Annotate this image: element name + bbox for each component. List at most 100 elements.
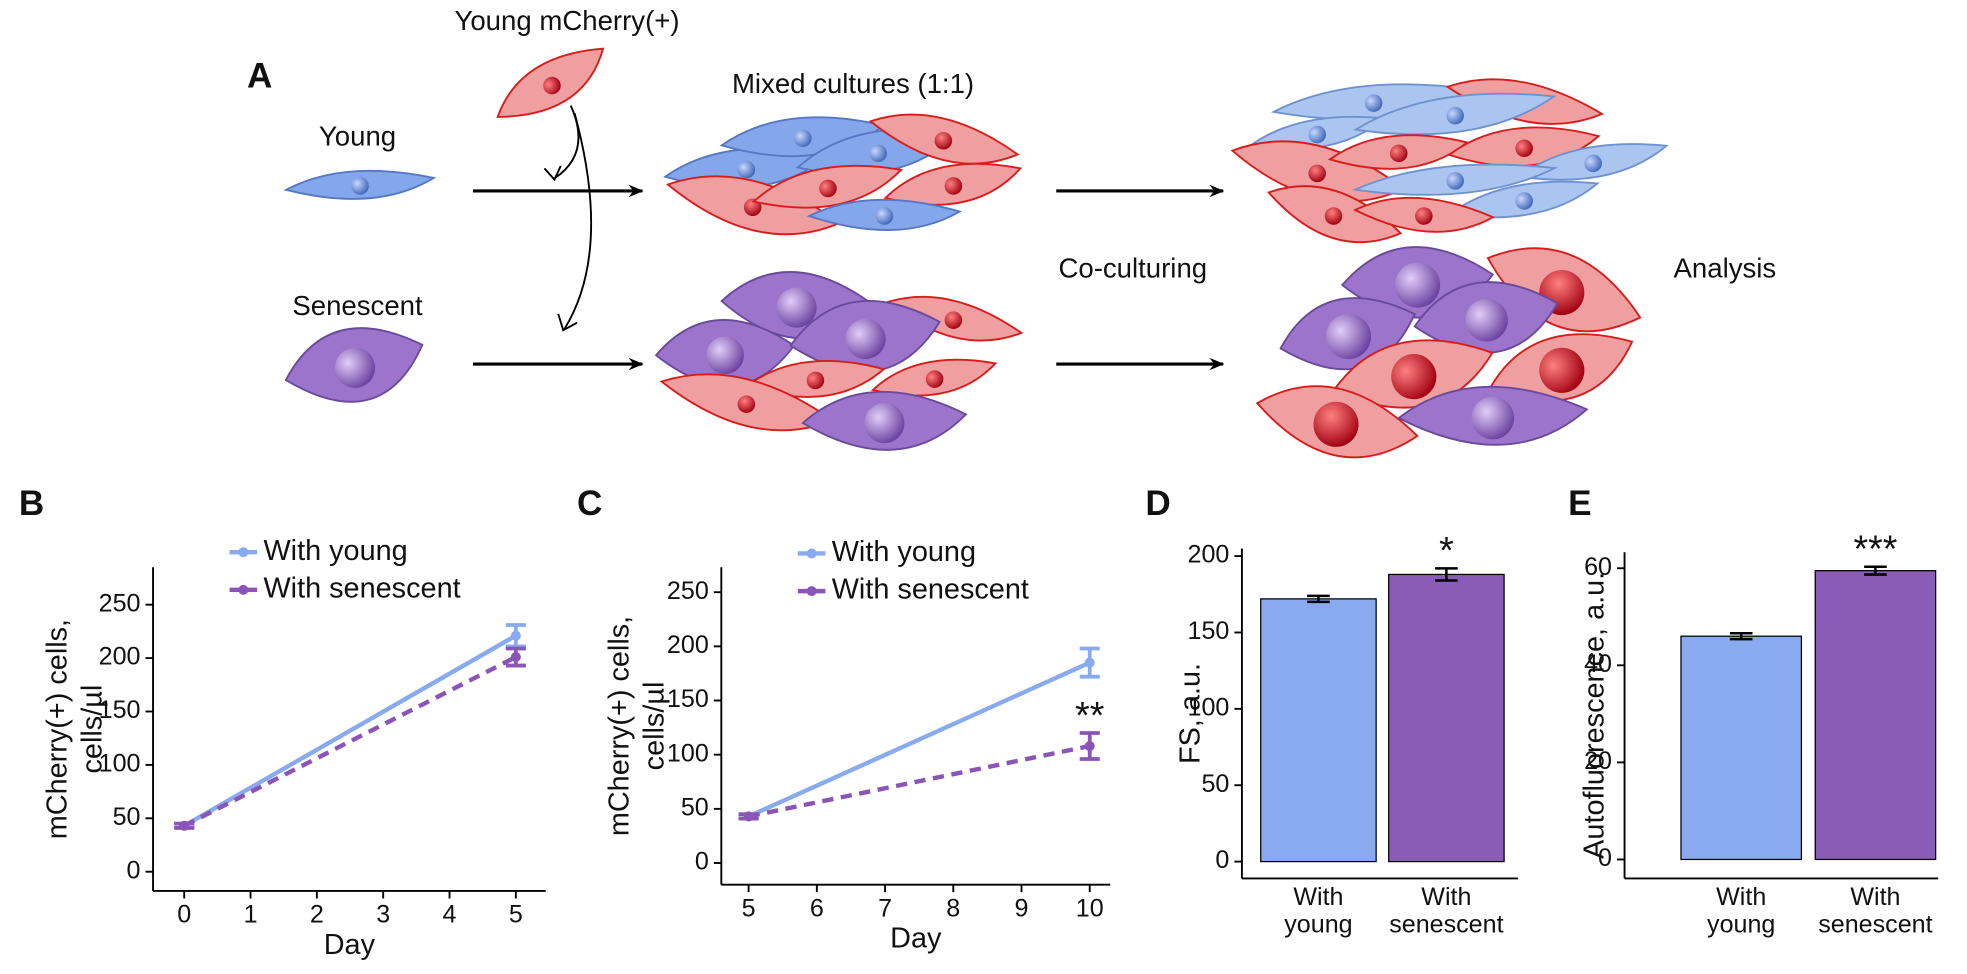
- cell: [496, 47, 605, 118]
- nucleus: [737, 395, 756, 413]
- arrows: [472, 105, 1225, 371]
- y-tick-label: 40: [1584, 650, 1612, 678]
- nucleus: [1394, 262, 1441, 308]
- nucleus: [794, 129, 812, 148]
- x-tick-label: 1: [244, 901, 258, 929]
- cell: [1267, 185, 1403, 244]
- y-tick-label: 150: [1188, 617, 1230, 645]
- cell: [801, 390, 968, 451]
- nucleus: [1308, 125, 1326, 144]
- cell: [1352, 196, 1496, 233]
- x-tick-label: 3: [376, 901, 390, 929]
- point: [179, 820, 190, 831]
- cell: [806, 198, 963, 231]
- cell: [284, 327, 424, 403]
- nucleus: [1584, 154, 1602, 173]
- x-tick-label: 2: [310, 901, 324, 929]
- point: [510, 651, 521, 663]
- y-axis-label: cells/µl: [77, 685, 109, 774]
- nucleus: [1308, 164, 1326, 183]
- legend-marker: [238, 584, 249, 595]
- y-tick-label: 0: [1598, 844, 1612, 872]
- y-tick-label: 50: [681, 793, 709, 821]
- error-bar: [1307, 594, 1330, 604]
- cell: [744, 360, 886, 398]
- legend-label: With young: [263, 535, 407, 567]
- series-line: [183, 655, 517, 828]
- y-tick-label: 20: [1584, 747, 1612, 775]
- y-tick-label: 150: [667, 685, 709, 713]
- bar: [1814, 570, 1937, 861]
- x-axis-label: Day: [324, 929, 376, 961]
- nucleus: [1471, 396, 1515, 440]
- series-line: [747, 660, 1091, 819]
- nucleus: [806, 371, 825, 390]
- nucleus: [1446, 172, 1464, 190]
- significance: *: [1439, 529, 1454, 571]
- nucleus: [1313, 401, 1359, 447]
- nucleus: [934, 131, 953, 150]
- x-tick-label: 10: [1076, 894, 1104, 922]
- y-axis-label: mCherry(+) cells,: [42, 619, 74, 839]
- legend-label: With young: [832, 536, 976, 568]
- y-tick-label: 200: [1188, 541, 1230, 569]
- x-tick-label: With: [1421, 883, 1471, 911]
- cell: [1353, 92, 1557, 136]
- y-tick-label: 100: [667, 739, 709, 767]
- y-tick-label: 50: [1201, 770, 1229, 798]
- nucleus: [1389, 144, 1408, 163]
- nucleus: [864, 402, 905, 444]
- y-tick-label: 250: [99, 589, 141, 617]
- y-tick-label: 100: [1188, 693, 1230, 721]
- cell: [751, 164, 904, 209]
- x-tick-label: 6: [810, 894, 824, 922]
- x-tick-label: young: [1284, 911, 1352, 939]
- y-axis-label: cells/µl: [639, 682, 671, 771]
- diagram-label: Mixed cultures (1:1): [732, 68, 974, 99]
- nucleus: [1515, 139, 1533, 158]
- nucleus: [334, 347, 376, 388]
- x-axis-label: Day: [890, 922, 942, 954]
- bar: [1388, 573, 1505, 863]
- bar: [1260, 598, 1377, 863]
- y-tick-label: 100: [99, 750, 141, 778]
- cell: [789, 300, 941, 373]
- x-tick-label: With: [1293, 883, 1343, 911]
- x-tick-label: With: [1716, 883, 1766, 911]
- nucleus: [819, 179, 837, 198]
- panel-label: A: [247, 56, 272, 95]
- y-tick-label: 0: [695, 848, 709, 876]
- nucleus: [1324, 207, 1343, 225]
- cell: [1413, 281, 1559, 354]
- nucleus: [737, 160, 756, 179]
- nucleus: [1364, 94, 1383, 112]
- y-axis-label: FS, a.u.: [1174, 663, 1206, 764]
- x-tick-label: 5: [742, 894, 756, 922]
- legend-label: With senescent: [263, 572, 460, 604]
- point: [743, 811, 754, 822]
- nucleus: [1515, 192, 1533, 210]
- y-tick-label: 200: [667, 631, 709, 659]
- cell: [1255, 385, 1419, 459]
- diagram-label: Analysis: [1674, 252, 1777, 283]
- nucleus: [543, 76, 561, 95]
- y-tick-label: 200: [99, 643, 141, 671]
- nucleus: [1325, 313, 1372, 360]
- cell: [1351, 163, 1559, 196]
- cell-diagram: [283, 47, 1669, 459]
- panel-label: E: [1568, 484, 1591, 523]
- nucleus: [1415, 207, 1433, 225]
- x-tick-label: 8: [946, 894, 960, 922]
- legend-label: With senescent: [832, 574, 1029, 606]
- legend-marker: [806, 586, 817, 597]
- significance: **: [1075, 694, 1105, 736]
- x-tick-label: young: [1707, 911, 1775, 939]
- nucleus: [706, 336, 744, 375]
- x-tick-label: 5: [509, 901, 523, 929]
- y-tick-label: 50: [113, 803, 141, 831]
- cell: [1516, 143, 1669, 181]
- nucleus: [845, 318, 886, 360]
- x-tick-label: With: [1850, 883, 1900, 911]
- y-axis-label: mCherry(+) cells,: [604, 616, 636, 836]
- nucleus: [944, 311, 963, 329]
